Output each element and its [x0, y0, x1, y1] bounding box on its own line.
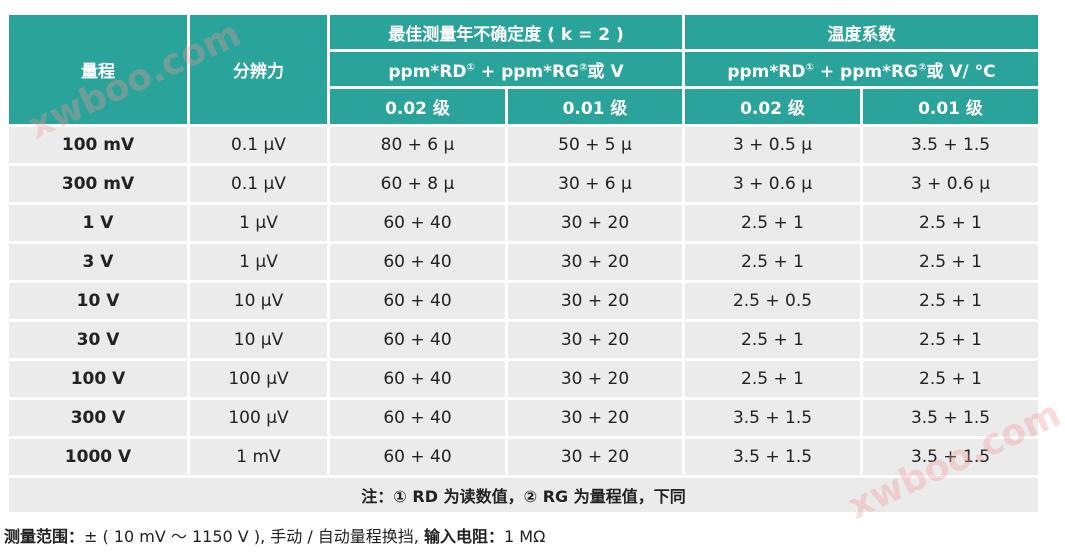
- header-grade-acc-002: 0.02 级: [330, 89, 505, 124]
- cell-acc-001: 30 + 6 μ: [508, 166, 682, 202]
- cell-acc-002: 60 + 40: [330, 283, 505, 319]
- cell-acc-002: 80 + 6 μ: [330, 127, 505, 163]
- table-note-row: 注：① RD 为读数值，② RG 为量程值，下同: [9, 478, 1038, 512]
- header-accuracy-formula: ppm*RD① + ppm*RG②或 V: [330, 52, 682, 86]
- cell-acc-002: 60 + 40: [330, 439, 505, 475]
- header-temp-title: 温度系数: [685, 15, 1038, 49]
- cell-acc-001: 30 + 20: [508, 400, 682, 436]
- cell-range: 1 V: [9, 205, 187, 241]
- header-resolution: 分辨力: [190, 15, 327, 124]
- cell-acc-001: 50 + 5 μ: [508, 127, 682, 163]
- cell-tc-001: 2.5 + 1: [863, 205, 1038, 241]
- cell-acc-001: 30 + 20: [508, 361, 682, 397]
- cell-acc-002: 60 + 40: [330, 244, 505, 280]
- cell-tc-001: 3.5 + 1.5: [863, 439, 1038, 475]
- cell-tc-002: 2.5 + 1: [685, 205, 860, 241]
- cell-range: 100 mV: [9, 127, 187, 163]
- cell-tc-002: 2.5 + 1: [685, 244, 860, 280]
- header-accuracy-title: 最佳测量年不确定度 ( k = 2 ): [330, 15, 682, 49]
- cell-acc-001: 30 + 20: [508, 283, 682, 319]
- cell-tc-001: 2.5 + 1: [863, 322, 1038, 358]
- cell-tc-001: 3.5 + 1.5: [863, 127, 1038, 163]
- cell-resolution: 1 μV: [190, 205, 327, 241]
- header-grade-acc-001: 0.01 级: [508, 89, 682, 124]
- cell-tc-002: 3 + 0.5 μ: [685, 127, 860, 163]
- cell-acc-002: 60 + 8 μ: [330, 166, 505, 202]
- footer-impedance-label: 输入电阻：: [423, 527, 504, 546]
- cell-range: 1000 V: [9, 439, 187, 475]
- cell-resolution: 1 mV: [190, 439, 327, 475]
- table-row: 100 V 100 μV 60 + 40 30 + 20 2.5 + 1 2.5 + 1: [9, 361, 1038, 397]
- cell-acc-001: 30 + 20: [508, 244, 682, 280]
- cell-tc-001: 3.5 + 1.5: [863, 400, 1038, 436]
- cell-tc-001: 2.5 + 1: [863, 361, 1038, 397]
- spec-table: 量程 分辨力 最佳测量年不确定度 ( k = 2 ) 温度系数 ppm*RD① …: [6, 12, 1041, 515]
- cell-acc-002: 60 + 40: [330, 361, 505, 397]
- cell-tc-002: 3 + 0.6 μ: [685, 166, 860, 202]
- cell-tc-002: 3.5 + 1.5: [685, 439, 860, 475]
- cell-tc-001: 2.5 + 1: [863, 244, 1038, 280]
- table-row: 10 V 10 μV 60 + 40 30 + 20 2.5 + 0.5 2.5 + 1: [9, 283, 1038, 319]
- cell-range: 300 V: [9, 400, 187, 436]
- header-grade-tc-001: 0.01 级: [863, 89, 1038, 124]
- header-range: 量程: [9, 15, 187, 124]
- cell-tc-002: 2.5 + 1: [685, 361, 860, 397]
- cell-acc-002: 60 + 40: [330, 322, 505, 358]
- cell-resolution: 0.1 μV: [190, 166, 327, 202]
- footer-range-value: ± ( 10 mV ～ 1150 V ), 手动 / 自动量程换挡,: [84, 527, 424, 546]
- cell-resolution: 1 μV: [190, 244, 327, 280]
- cell-range: 10 V: [9, 283, 187, 319]
- cell-resolution: 10 μV: [190, 322, 327, 358]
- table-row: 30 V 10 μV 60 + 40 30 + 20 2.5 + 1 2.5 + 1: [9, 322, 1038, 358]
- header-temp-formula: ppm*RD① + ppm*RG②或 V/ °C: [685, 52, 1038, 86]
- cell-acc-001: 30 + 20: [508, 439, 682, 475]
- cell-tc-002: 3.5 + 1.5: [685, 400, 860, 436]
- footer-range-label: 测量范围：: [4, 527, 85, 546]
- cell-acc-002: 60 + 40: [330, 205, 505, 241]
- cell-tc-002: 2.5 + 0.5: [685, 283, 860, 319]
- table-note: 注：① RD 为读数值，② RG 为量程值，下同: [9, 478, 1038, 512]
- cell-tc-001: 2.5 + 1: [863, 283, 1038, 319]
- cell-acc-001: 30 + 20: [508, 322, 682, 358]
- cell-tc-001: 3 + 0.6 μ: [863, 166, 1038, 202]
- cell-resolution: 100 μV: [190, 400, 327, 436]
- cell-range: 3 V: [9, 244, 187, 280]
- cell-resolution: 0.1 μV: [190, 127, 327, 163]
- cell-range: 300 mV: [9, 166, 187, 202]
- cell-resolution: 10 μV: [190, 283, 327, 319]
- footer-specs: 测量范围：± ( 10 mV ～ 1150 V ), 手动 / 自动量程换挡, …: [4, 523, 545, 547]
- table-row: 300 V 100 μV 60 + 40 30 + 20 3.5 + 1.5 3.5 + …: [9, 400, 1038, 436]
- cell-tc-002: 2.5 + 1: [685, 322, 860, 358]
- cell-acc-002: 60 + 40: [330, 400, 505, 436]
- header-grade-tc-002: 0.02 级: [685, 89, 860, 124]
- cell-range: 30 V: [9, 322, 187, 358]
- cell-range: 100 V: [9, 361, 187, 397]
- cell-resolution: 100 μV: [190, 361, 327, 397]
- footer-impedance-value: 1 MΩ: [504, 527, 546, 546]
- cell-acc-001: 30 + 20: [508, 205, 682, 241]
